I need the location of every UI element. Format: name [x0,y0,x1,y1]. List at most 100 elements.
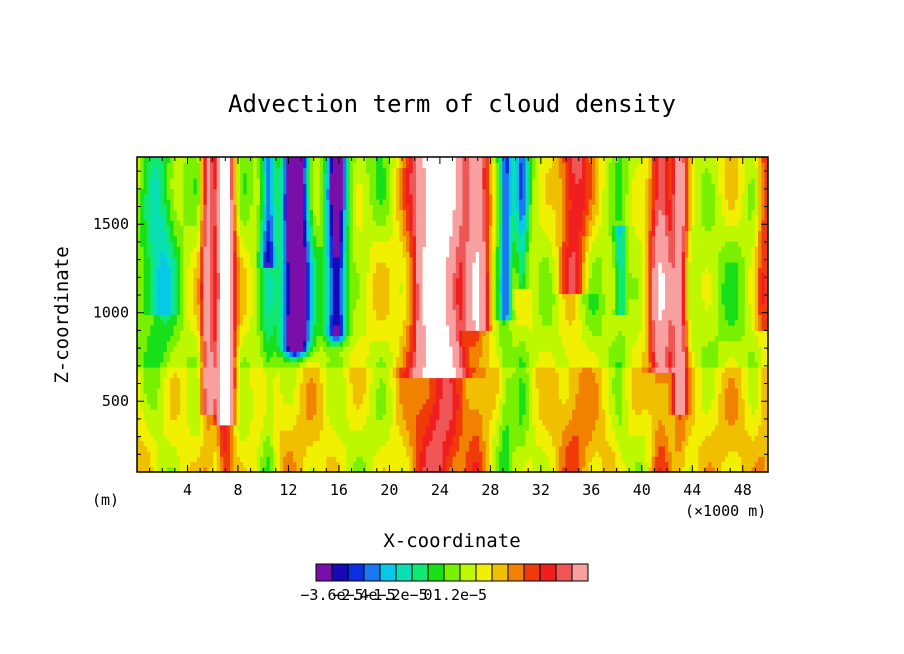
contour-cell [392,162,397,169]
contour-cell [336,451,341,457]
contour-cell [190,304,195,310]
contour-cell [402,162,407,169]
contour-cell [339,214,344,221]
contour-cell [349,288,354,295]
contour-cell [339,193,344,200]
contour-cell [183,272,188,279]
contour-cell [229,461,234,468]
contour-cell [196,461,201,468]
contour-cell [203,172,208,179]
contour-cell [386,409,390,415]
contour-cell [386,346,390,352]
contour-cell [293,430,298,436]
contour-cell [156,220,161,226]
contour-cell [296,230,301,237]
contour-cell [156,424,161,431]
contour-cell [213,251,218,258]
contour-cell [253,157,258,163]
contour-cell [356,414,361,421]
contour-cell [220,283,224,289]
contour-cell [146,193,151,200]
contour-cell [273,267,278,274]
contour-cell [279,377,284,384]
contour-cell [386,157,390,163]
contour-cell [263,466,268,472]
contour-cell [313,214,317,221]
contour-cell [259,403,264,410]
contour-cell [332,167,337,174]
contour-cell [153,445,158,452]
contour-cell [322,314,327,321]
contour-cell [279,409,284,415]
contour-cell [170,430,175,436]
contour-cell [296,382,301,389]
contour-cell [296,361,301,368]
contour-cell [220,172,224,179]
contour-cell [382,325,387,331]
contour-cell [193,414,198,421]
contour-cell [369,309,374,316]
contour-cell [203,335,208,342]
contour-cell [382,167,387,174]
contour-cell [382,288,387,295]
contour-cell [279,424,284,431]
contour-cell [332,430,337,436]
contour-cell [326,435,331,442]
contour-cell [203,204,208,211]
contour-cell [359,372,364,379]
contour-cell [296,241,301,247]
contour-cell [283,183,288,190]
contour-cell [346,314,351,321]
contour-cell [303,193,307,200]
contour-cell [160,172,165,179]
contour-cell [372,214,377,221]
contour-cell [273,272,278,279]
contour-cell [183,241,188,247]
contour-cell [313,398,317,405]
contour-cell [286,288,291,295]
contour-cell [332,188,337,195]
contour-cell [206,277,211,284]
contour-cell [293,440,298,447]
contour-cell [296,251,301,258]
contour-cell [336,466,341,472]
contour-cell [379,340,384,347]
contour-cell [389,466,394,472]
contour-cell [279,319,284,326]
contour-cell [313,183,317,190]
contour-cell [342,209,347,216]
contour-cell [220,214,224,221]
contour-cell [349,456,354,463]
contour-cell [362,246,367,253]
contour-cell [269,430,274,436]
contour-cell [316,325,321,331]
contour-cell [313,330,317,337]
contour-cell [239,419,244,426]
contour-cell [160,356,165,363]
contour-cell [216,456,221,463]
contour-cell [233,304,238,310]
contour-cell [246,424,251,431]
contour-cell [226,430,231,436]
contour-cell [163,272,168,279]
contour-cell [326,304,331,310]
contour-cell [342,314,347,321]
contour-cell [306,330,311,337]
contour-cell [163,220,168,226]
contour-cell [362,361,367,368]
contour-cell [226,335,231,342]
contour-cell [243,267,248,274]
contour-cell [186,445,191,452]
contour-cell [223,367,228,373]
contour-cell [249,309,254,316]
contour-cell [263,388,268,394]
contour-cell [156,445,161,452]
contour-cell [366,214,371,221]
contour-cell [269,409,274,415]
contour-cell [386,246,390,253]
contour-cell [216,241,221,247]
contour-cell [156,283,161,289]
contour-cell [276,409,281,415]
contour-cell [150,361,155,368]
contour-cell [229,325,234,331]
